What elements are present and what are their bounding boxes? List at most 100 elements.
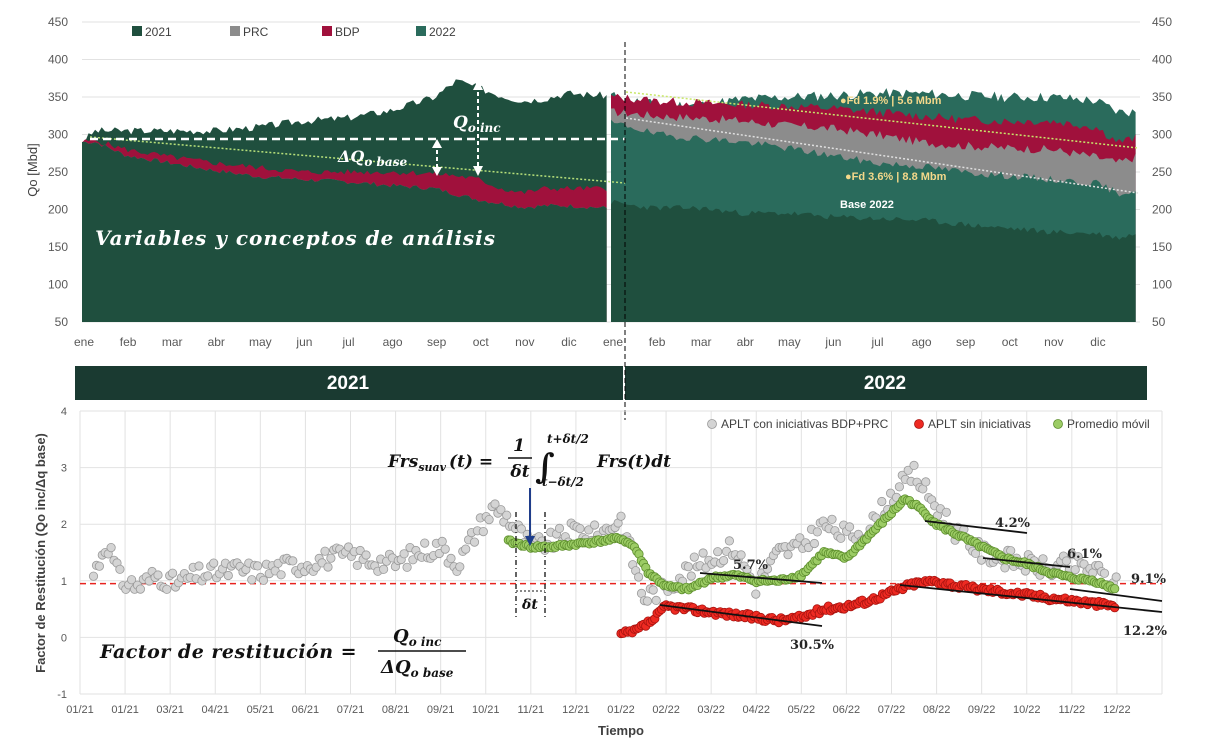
bottom-x-tick: 01/22 [607,704,635,716]
factor-numerator: Q [393,626,409,647]
bottom-x-tick: 12/22 [1103,704,1131,716]
scatter-point-con-iniciativas [516,524,527,534]
formula-frs: Frs [387,452,419,472]
top-y-tick-right: 400 [1152,53,1172,67]
trend-label-12-2: 12.2% [1123,624,1168,639]
scatter-point-con-iniciativas [827,514,837,524]
bottom-x-axis-title: Tiempo [598,723,644,738]
top-legend-label: 2021 [145,25,172,39]
scatter-point-con-iniciativas [921,477,931,487]
top-x-tick: nov [515,335,534,349]
top-y-tick-right: 300 [1152,128,1172,142]
bottom-x-tick: 12/21 [562,704,590,716]
scatter-point-con-iniciativas [320,546,330,556]
trend-label-4-2: 4.2% [995,516,1031,531]
year-label-2022: 2022 [864,373,906,394]
dq-base-label: ΔQ [337,147,364,166]
top-x-tick: may [249,335,272,349]
bottom-x-tick: 11/21 [517,704,544,716]
bottom-legend-label: APLT sin iniciativas [928,417,1031,431]
bottom-x-tick: 06/21 [292,704,320,716]
scatter-point-con-iniciativas [94,561,105,571]
trend-2022-top-line [625,91,1139,149]
top-y-tick-left: 100 [48,278,68,292]
scatter-point-con-iniciativas [1038,554,1048,564]
top-x-tick: ago [383,335,403,349]
scatter-point-con-iniciativas [115,564,125,574]
top-y-tick-left: 300 [48,128,68,142]
top-y-tick-left: 250 [48,165,68,179]
top-x-tick: ago [912,335,932,349]
bottom-y-tick: 1 [61,576,67,588]
formula-upper-limit: t+δt/2 [547,432,589,446]
scatter-point-con-iniciativas [455,562,465,572]
bottom-y-tick: 0 [61,632,67,644]
q-inc-arrowhead-up [473,80,483,90]
top-x-tick: mar [162,335,183,349]
top-x-tick: oct [473,335,490,349]
scatter-point-con-iniciativas [554,523,565,534]
area-2021-base [82,141,607,322]
scatter-point-con-iniciativas [718,555,729,566]
scatter-point-con-iniciativas [326,553,336,563]
bottom-trend-lines [659,520,1163,627]
scatter-point-con-iniciativas [909,460,919,470]
scatter-point-con-iniciativas [323,562,333,572]
top-x-tick: ene [74,335,94,349]
scatter-point-con-iniciativas [253,561,263,571]
scatter-point-con-iniciativas [461,544,471,554]
bottom-x-tick: 05/22 [788,704,816,716]
bottom-x-tick: 04/21 [201,704,229,716]
scatter-point-con-iniciativas [106,542,116,553]
scatter-point-con-iniciativas [877,496,887,507]
top-legend-swatch [132,26,142,36]
top-y-tick-right: 100 [1152,278,1172,292]
scatter-point-con-iniciativas [713,547,723,557]
scatter-point-con-iniciativas [633,572,644,582]
scatter-point-con-iniciativas [168,568,178,578]
scatter-point-con-iniciativas [496,505,506,515]
top-y-tick-right: 50 [1152,315,1166,329]
scatter-point-con-iniciativas [651,595,661,606]
scatter-point-con-iniciativas [490,499,500,509]
scatter-point-con-iniciativas [1099,568,1110,578]
top-y-axis-title: Qo [Mbd] [25,143,40,196]
top-y-tick-right: 200 [1152,203,1172,217]
scatter-point-con-iniciativas [258,575,269,585]
bottom-y-tick: 4 [61,406,67,418]
bottom-x-tick: 11/22 [1058,704,1085,716]
top-y-tick-right: 450 [1152,15,1172,29]
scatter-point-con-iniciativas [836,533,846,543]
top-x-tick: abr [208,335,225,349]
scatter-point-con-iniciativas [575,523,585,534]
factor-denominator: ΔQ [380,657,411,678]
top-x-tick: dic [1090,335,1105,349]
svg-text:Qo inc: Qo inc [393,626,442,649]
scatter-point-con-iniciativas [399,549,409,559]
svg-text:ΔQo base: ΔQo base [337,147,407,169]
top-x-tick: sep [956,335,976,349]
area-2022-inner [611,199,1136,322]
bottom-x-tick: 07/22 [878,704,906,716]
top-legend-label: 2022 [429,25,456,39]
formula-lower-limit: t−δt/2 [542,475,584,489]
top-x-tick: jun [295,335,312,349]
trend-label-6-1: 6.1% [1067,547,1103,562]
fd-1-label: ●Fd 1.9% | 5.6 Mbm [840,95,942,107]
bottom-legend-marker [707,419,717,429]
smoothing-formula: Frssuav (t) = 1 δt ∫ t+δt/2 t−δt/2 Frs(t)… [387,432,671,489]
restitution-formula: Factor de restitución = Qo inc ΔQo base [99,626,466,680]
scatter-point-con-iniciativas [440,544,450,554]
scatter-point-con-iniciativas [689,552,699,562]
dq-base-subscript: o base [364,155,407,169]
scatter-point-con-iniciativas [1070,565,1080,575]
bottom-y-tick: -1 [57,689,67,701]
scatter-point-con-iniciativas [751,589,761,599]
q-inc-label: Q [453,113,468,133]
top-x-tick: may [778,335,801,349]
scatter-point-con-iniciativas [276,570,286,580]
bottom-y-axis-title: Factor de Restitución (Qo inc/Δq base) [33,433,48,673]
scatter-point-con-iniciativas [478,526,488,537]
top-y-tick-left: 450 [48,15,68,29]
bottom-y-tick: 2 [61,519,67,531]
